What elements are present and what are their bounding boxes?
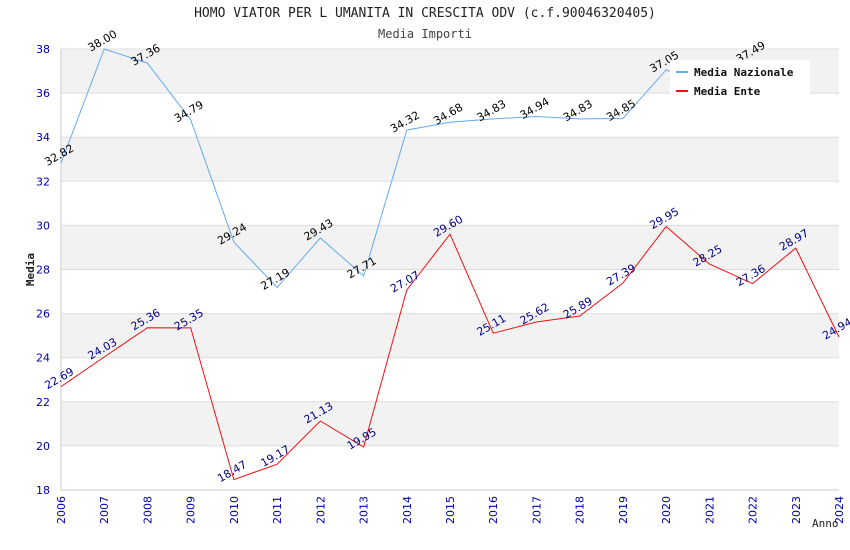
x-tick-label: 2019 xyxy=(617,496,630,524)
data-label: 34.68 xyxy=(431,101,465,128)
y-tick-label: 36 xyxy=(36,87,50,100)
legend-box xyxy=(670,60,810,104)
plot-band xyxy=(61,401,839,446)
x-axis-title: Anno xyxy=(812,517,839,530)
y-tick-label: 28 xyxy=(36,264,50,277)
data-label: 34.85 xyxy=(604,97,638,124)
y-axis-ticks: 18 20 22 24 26 28 30 32 34 36 38 xyxy=(36,43,50,497)
plot-band xyxy=(61,313,839,358)
y-tick-label: 34 xyxy=(36,131,50,144)
y-tick-label: 32 xyxy=(36,175,50,188)
series-line xyxy=(60,48,753,289)
plot-band xyxy=(61,137,839,182)
x-tick-label: 2013 xyxy=(358,496,371,524)
data-label: 27.07 xyxy=(388,268,422,295)
x-axis-ticks: 2006 2007 2008 2009 2010 2011 2012 2013 2014 2015… xyxy=(55,496,846,524)
y-tick-label: 20 xyxy=(36,440,50,453)
x-tick-label: 2007 xyxy=(98,496,111,524)
data-label: 18.47 xyxy=(215,458,249,485)
x-tick-label: 2020 xyxy=(660,496,673,524)
y-axis-title: Media xyxy=(24,253,37,286)
x-tick-label: 2011 xyxy=(271,496,284,524)
data-label: 34.94 xyxy=(518,95,552,122)
legend: Media Nazionale Media Ente xyxy=(670,60,810,104)
chart-title: HOMO VIATOR PER L UMANITA IN CRESCITA OD… xyxy=(194,6,656,21)
data-label: 22.69 xyxy=(42,365,76,392)
series-lines xyxy=(60,48,840,481)
plot-background xyxy=(61,49,839,446)
data-label: 19.17 xyxy=(258,443,292,470)
x-tick-label: 2010 xyxy=(228,496,241,524)
x-tick-label: 2022 xyxy=(747,496,760,524)
x-tick-label: 2012 xyxy=(314,496,327,524)
x-tick-label: 2018 xyxy=(574,496,587,524)
legend-label: Media Nazionale xyxy=(694,66,794,79)
x-tick-label: 2015 xyxy=(444,496,457,524)
axes xyxy=(60,49,839,491)
series-line xyxy=(60,225,840,481)
y-tick-label: 30 xyxy=(36,219,50,232)
data-label: 34.32 xyxy=(388,109,422,136)
y-tick-label: 26 xyxy=(36,308,50,321)
x-tick-label: 2024 xyxy=(833,496,846,524)
y-tick-label: 22 xyxy=(36,396,50,409)
x-tick-label: 2021 xyxy=(703,496,716,524)
legend-label: Media Ente xyxy=(694,85,761,98)
y-tick-label: 18 xyxy=(36,484,50,497)
x-tick-label: 2017 xyxy=(530,496,543,524)
y-tick-label: 24 xyxy=(36,352,50,365)
plot-band xyxy=(61,225,839,270)
data-label: 34.83 xyxy=(561,97,595,124)
x-tick-label: 2008 xyxy=(141,496,154,524)
data-label: 34.83 xyxy=(475,97,509,124)
grid-lines xyxy=(61,48,839,491)
x-tick-label: 2023 xyxy=(790,496,803,524)
x-tick-label: 2009 xyxy=(185,496,198,524)
y-tick-label: 38 xyxy=(36,43,50,56)
x-tick-label: 2016 xyxy=(487,496,500,524)
chart-subtitle: Media Importi xyxy=(378,27,472,41)
x-tick-label: 2006 xyxy=(55,496,68,524)
x-tick-label: 2014 xyxy=(401,496,414,524)
